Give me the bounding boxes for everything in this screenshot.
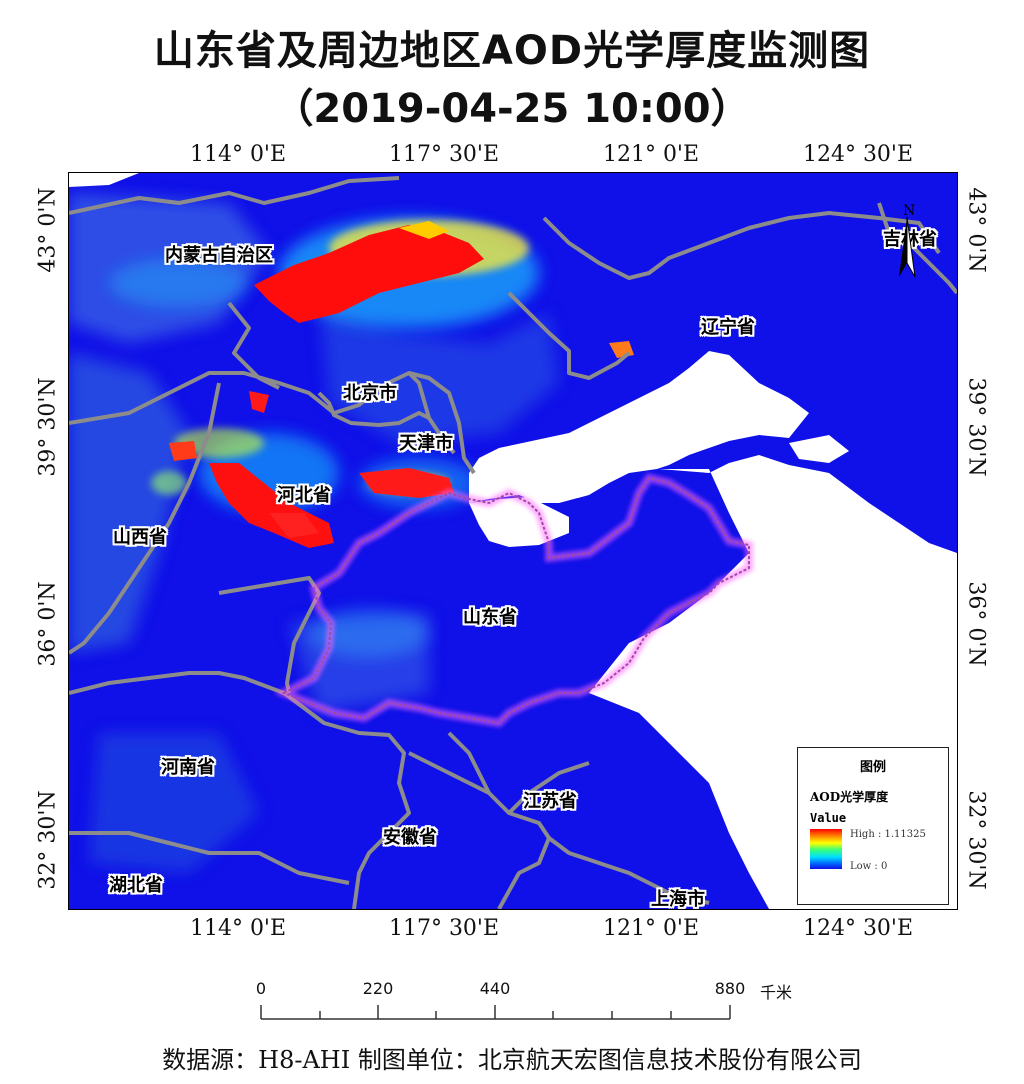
label-hubei: 湖北省 [109, 875, 163, 896]
map-credits: 数据源：H8-AHI 制图单位：北京航天宏图信息技术股份有限公司 [162, 1046, 862, 1074]
lat-tick-left: 36° 0'N [35, 581, 61, 667]
legend-heading: AOD光学厚度 [810, 790, 889, 804]
lat-tick-left: 39° 30'N [35, 377, 61, 477]
label-anhui: 安徽省 [383, 827, 437, 848]
label-henan: 河南省 [161, 757, 215, 778]
lat-tick-left: 43° 0'N [35, 187, 61, 273]
lon-tick-bottom: 121° 0'E [602, 916, 700, 941]
label-shanghai: 上海市 [651, 889, 705, 910]
shandong-boundary [274, 473, 753, 728]
label-tianjin: 天津市 [399, 433, 453, 454]
legend-high-label: High : 1.11325 [850, 829, 926, 840]
lat-tick-right: 39° 30'N [963, 377, 989, 477]
scale-label: 0 [255, 979, 267, 998]
legend-low-label: Low : 0 [850, 861, 888, 872]
lat-tick-right: 36° 0'N [963, 581, 989, 667]
lon-tick-top: 117° 30'E [388, 142, 500, 167]
label-inner-mongolia: 内蒙古自治区 [165, 245, 273, 266]
scale-bar: 0 220 440 880 千米 [250, 975, 810, 1025]
province-boundaries [69, 176, 957, 909]
scale-label: 440 [479, 979, 511, 998]
legend-value-label: Value [810, 811, 847, 825]
map-subtitle: （2019-04-25 10:00） [273, 86, 751, 132]
scale-label: 220 [362, 979, 394, 998]
lat-tick-right: 43° 0'N [963, 187, 989, 273]
lon-tick-bottom: 124° 30'E [802, 916, 914, 941]
legend-color-ramp [810, 829, 842, 869]
scale-label: 880 [714, 979, 746, 998]
aod-raster [69, 173, 957, 909]
north-arrow-icon: N [899, 203, 916, 278]
aod-map[interactable]: 内蒙古自治区 吉林省 辽宁省 北京市 天津市 河北省 山西省 山东省 河南省 江… [68, 172, 958, 910]
lon-tick-top: 121° 0'E [602, 142, 700, 167]
label-liaoning: 辽宁省 [701, 317, 755, 338]
label-beijing: 北京市 [343, 383, 397, 404]
lat-tick-right: 32° 30'N [963, 790, 989, 890]
scale-unit: 千米 [759, 983, 793, 1002]
label-shanxi: 山西省 [113, 527, 167, 548]
label-shandong: 山东省 [463, 607, 517, 628]
lon-tick-bottom: 114° 0'E [189, 916, 287, 941]
map-title: 山东省及周边地区AOD光学厚度监测图 [153, 28, 871, 74]
map-legend: 图例 AOD光学厚度 Value High : 1.11325 Low : 0 [797, 747, 949, 905]
max-aod-plumes [169, 221, 634, 548]
lon-tick-bottom: 117° 30'E [388, 916, 500, 941]
north-label: N [903, 203, 915, 219]
label-hebei: 河北省 [277, 485, 331, 506]
legend-title: 图例 [859, 760, 886, 775]
label-jiangsu: 江苏省 [523, 791, 577, 812]
scale-bar-graphic [260, 1005, 731, 1020]
lon-tick-top: 124° 30'E [802, 142, 914, 167]
lon-tick-top: 114° 0'E [189, 142, 287, 167]
lat-tick-left: 32° 30'N [35, 790, 61, 890]
